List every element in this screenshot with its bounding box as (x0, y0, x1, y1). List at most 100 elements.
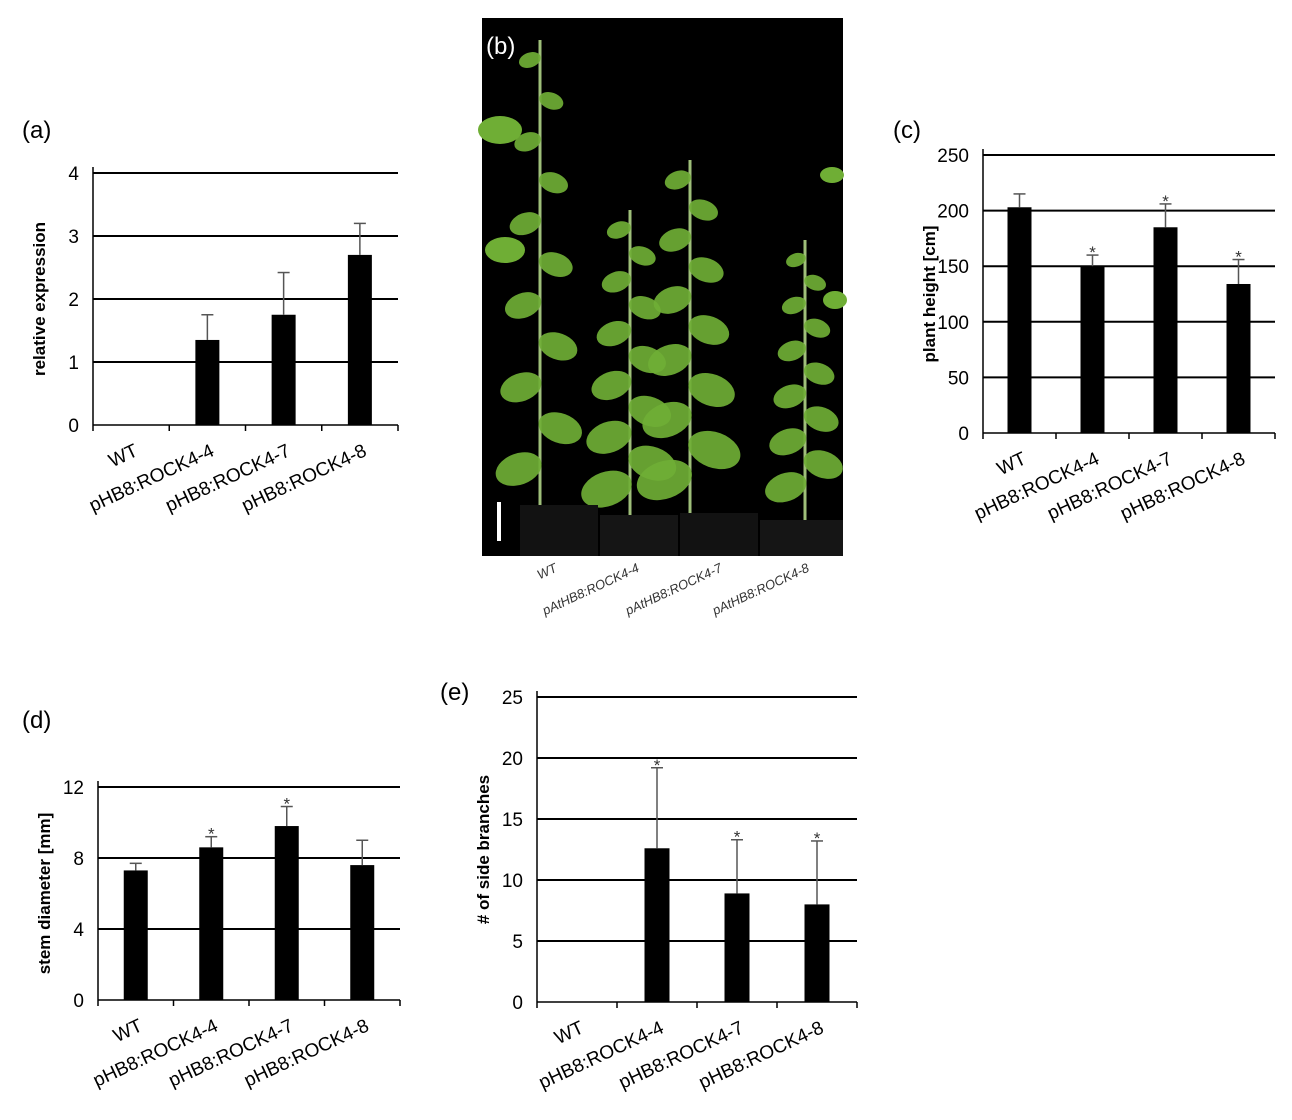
y-tick-label: 8 (73, 849, 84, 870)
leaf (765, 472, 807, 503)
significance-star: * (1162, 192, 1169, 211)
y-tick-label: 200 (937, 202, 969, 223)
chart-a: 01234WTpHB8:ROCK4-4pHB8:ROCK4-7pHB8:ROCK… (30, 164, 399, 517)
leaf (689, 199, 718, 221)
leaf (648, 344, 692, 376)
panel-label-a: (a) (22, 117, 51, 144)
bar (347, 254, 372, 425)
leaf (803, 450, 843, 479)
leaf (636, 459, 692, 501)
bar (271, 314, 296, 425)
photo-captions: WT pAtHB8:ROCK4-4 pAtHB8:ROCK4-7 pAtHB8:… (535, 560, 812, 619)
leaf (653, 286, 692, 314)
leaf (539, 172, 568, 194)
y-tick-label: 0 (73, 991, 84, 1012)
leaf (539, 92, 564, 110)
photo-label-wt: WT (535, 560, 561, 583)
y-tick-label: 50 (948, 368, 969, 389)
x-tick-label: WT (994, 448, 1030, 480)
bar (804, 904, 830, 1002)
bar (1153, 227, 1178, 433)
pot (600, 515, 678, 556)
leaf (688, 315, 730, 345)
chart-c: 050100150200250WT*pHB8:ROCK4-4*pHB8:ROCK… (920, 146, 1276, 525)
leaf (538, 252, 573, 277)
panel-label-c: (c) (893, 117, 921, 144)
y-axis-label: # of side branches (474, 775, 493, 924)
y-tick-label: 4 (68, 164, 79, 185)
leaf (804, 318, 831, 338)
y-tick-label: 2 (68, 290, 79, 311)
significance-star: * (814, 829, 821, 848)
y-tick-label: 4 (73, 920, 84, 941)
leaf (495, 452, 542, 486)
leaf (769, 428, 807, 456)
leaf (509, 212, 542, 236)
plant-pots (520, 505, 843, 556)
leaf (485, 237, 525, 263)
plant-photo: (b) (478, 18, 847, 556)
significance-star: * (1089, 243, 1096, 262)
bar (1226, 283, 1251, 433)
y-tick-label: 12 (63, 778, 84, 799)
bar (350, 865, 375, 1000)
y-tick-label: 0 (68, 416, 79, 437)
y-tick-label: 10 (502, 871, 523, 892)
leaf (688, 430, 741, 470)
leaf (786, 252, 806, 268)
y-tick-label: 250 (937, 146, 969, 167)
bar (1007, 207, 1032, 433)
leaf (629, 246, 656, 266)
leaf (688, 257, 724, 283)
y-tick-label: 1 (68, 353, 79, 374)
y-tick-label: 100 (937, 313, 969, 334)
significance-star: * (283, 795, 290, 814)
y-tick-label: 150 (937, 257, 969, 278)
bar (123, 870, 148, 1000)
bar (195, 339, 220, 425)
bar (644, 848, 670, 1002)
x-tick-label: WT (551, 1017, 587, 1049)
y-tick-label: 25 (502, 688, 523, 709)
bar (1080, 266, 1105, 433)
leaf (823, 291, 847, 309)
chart-d: 0 4 8 12 WT * pHB8:ROCK4-4 * pHB8:ROCK4-7pHB8:RO… (35, 778, 401, 1092)
plant-foliage (478, 40, 847, 535)
leaf (659, 228, 692, 252)
y-tick-label: 0 (958, 424, 969, 445)
leaf (591, 370, 632, 401)
x-tick-label: pHB8:ROCK4-8 (1117, 448, 1248, 524)
leaf (664, 170, 691, 190)
y-axis-label: relative expression (30, 222, 49, 376)
leaf (538, 332, 578, 361)
leaf (596, 320, 632, 347)
x-tick-label: pHB8:ROCK4-4 (90, 1015, 222, 1091)
panel-label-b: (b) (486, 33, 515, 60)
y-tick-label: 15 (502, 810, 523, 831)
x-tick-label: WT (110, 1015, 146, 1047)
y-axis-label: plant height [cm] (920, 226, 939, 363)
y-tick-label: 5 (512, 932, 523, 953)
significance-star: * (1235, 248, 1242, 267)
x-tick-label: pHB8:ROCK4-8 (241, 1015, 372, 1091)
leaf (781, 296, 806, 315)
leaf (606, 221, 631, 239)
y-tick-label: 3 (68, 227, 79, 248)
chart-e: 0510152025WT*pHB8:ROCK4-4*pHB8:ROCK4-7*p… (474, 688, 858, 1094)
pot (680, 513, 758, 556)
x-tick-label: WT (106, 440, 142, 472)
leaf (803, 406, 839, 432)
leaf (500, 372, 542, 403)
leaf (601, 271, 632, 293)
leaf (514, 132, 541, 152)
leaf (777, 340, 806, 362)
significance-star: * (734, 828, 741, 847)
panel-label-d: (d) (22, 707, 51, 734)
y-axis-label: stem diameter [mm] (35, 813, 54, 975)
leaf (803, 362, 835, 385)
leaf (628, 296, 661, 320)
bar (199, 847, 224, 1000)
leaf (642, 401, 692, 439)
leaf (820, 167, 844, 183)
significance-star: * (654, 756, 661, 775)
